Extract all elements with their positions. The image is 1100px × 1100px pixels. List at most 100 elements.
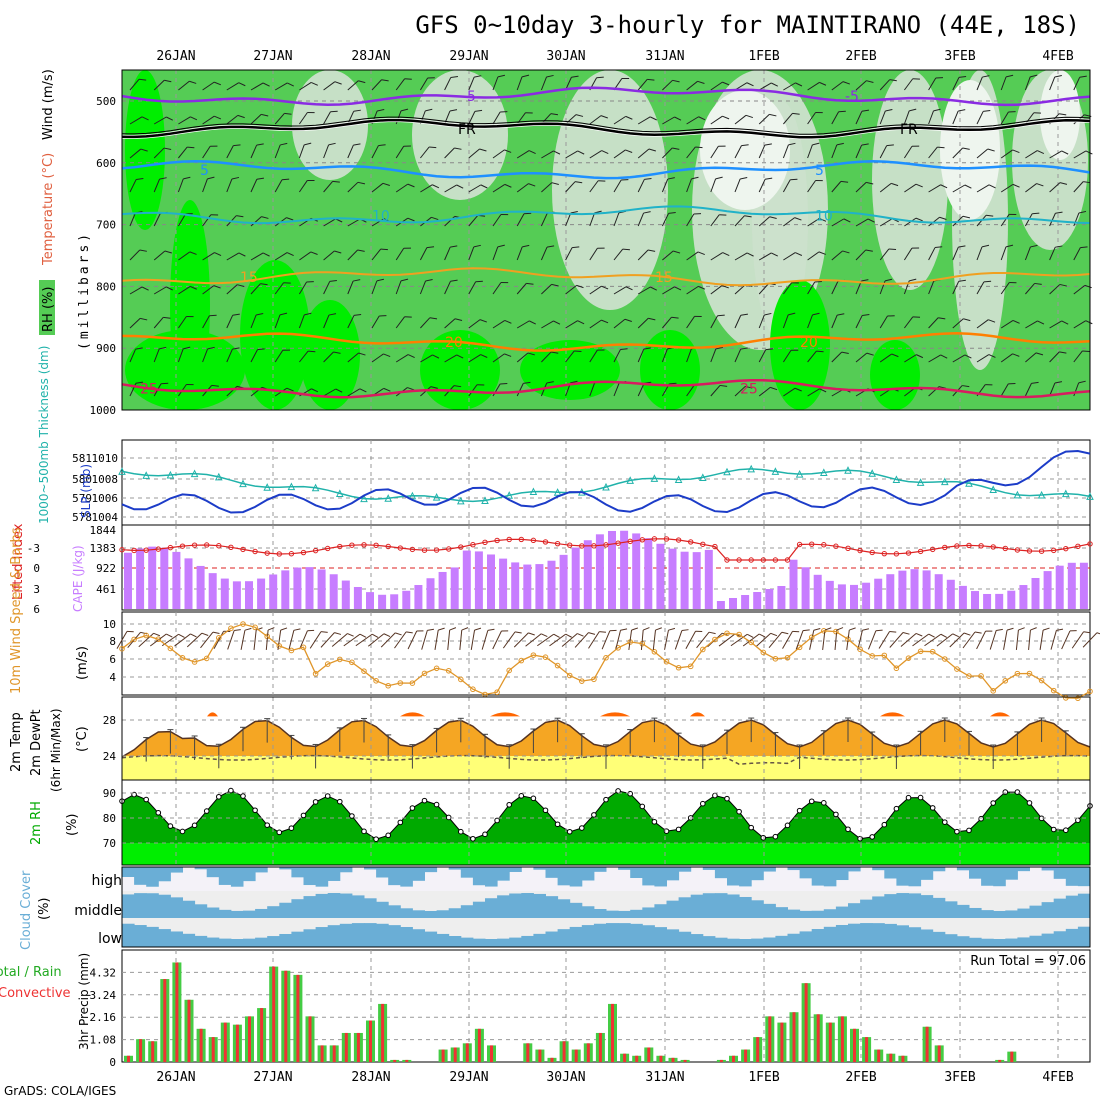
- contour-label: 25: [740, 381, 758, 397]
- wind10-barb: [1039, 627, 1050, 650]
- barb-flag: [764, 143, 772, 146]
- barb-flag: [717, 314, 725, 317]
- wind10-barb: [782, 630, 800, 649]
- wind-barb: [323, 110, 338, 125]
- wind-barb: [758, 216, 777, 227]
- barb-staff: [274, 179, 283, 193]
- barb-staff: [1061, 630, 1071, 650]
- barb-flag: [983, 280, 992, 283]
- wind-barb: [976, 109, 991, 125]
- barb-staff: [613, 349, 621, 363]
- barb-flag: [745, 385, 753, 389]
- barb-flag: [988, 319, 996, 323]
- wind-barb: [1073, 246, 1088, 261]
- barb-flag: [988, 354, 996, 358]
- barb-staff: [323, 388, 336, 397]
- barb-staff: [1039, 630, 1044, 650]
- wind-barb: [1049, 381, 1063, 397]
- rh-dry-region: [872, 70, 948, 290]
- barb-staff: [696, 631, 710, 649]
- cape-bar: [922, 570, 931, 609]
- wind-barb: [831, 313, 845, 329]
- barb-flag: [643, 627, 650, 631]
- barb-staff: [589, 212, 596, 227]
- barb-flag: [866, 181, 874, 185]
- cape-bar: [995, 593, 1004, 609]
- lifted-index-label: Lifted Index: [11, 523, 26, 600]
- cloud-middle-bar: [533, 893, 546, 918]
- wind-barb: [976, 184, 996, 193]
- wind10-barb: [674, 629, 689, 650]
- cloud-middle-bar: [230, 910, 244, 918]
- barb-flag: [962, 215, 971, 219]
- barb-flag: [1055, 245, 1063, 248]
- cloud-middle-bar: [472, 901, 486, 918]
- wind-marker: [893, 665, 900, 672]
- barb-flag: [650, 286, 658, 291]
- cape-bar: [172, 551, 181, 609]
- barb-staff: [153, 286, 167, 295]
- rh2m-marker: [216, 793, 222, 800]
- rh2m-marker: [881, 821, 888, 828]
- precip-conv-label: Convective: [0, 986, 71, 1001]
- barb-staff: [928, 146, 938, 159]
- cape-bar: [680, 551, 689, 609]
- wind-marker: [143, 632, 149, 639]
- barb-staff: [129, 78, 140, 91]
- barb-staff: [420, 146, 430, 159]
- wind-barb: [1025, 183, 1044, 193]
- cloud-middle-bar: [557, 899, 571, 918]
- rh2m-marker: [978, 815, 984, 822]
- barb-staff: [298, 314, 305, 329]
- cloud-middle-bar: [400, 908, 413, 918]
- wind-barb: [468, 244, 481, 261]
- barb-flag: [911, 247, 920, 249]
- barb-flag: [183, 346, 191, 350]
- wind10-barb: [343, 633, 367, 647]
- cloud-high-bar: [497, 867, 510, 881]
- contour-label: 20: [800, 335, 818, 351]
- wind-barb: [202, 115, 222, 125]
- barb-staff: [420, 317, 431, 329]
- wind10-barb: [470, 627, 482, 650]
- rh2m-marker: [796, 807, 803, 814]
- barb-flag: [140, 317, 148, 321]
- barb-staff: [868, 630, 877, 650]
- wind-barb: [565, 246, 580, 261]
- contour-label: 5: [200, 163, 209, 179]
- barb-staff: [1000, 246, 1007, 261]
- cloud-high-bar: [545, 867, 559, 878]
- cloud-high-bar: [969, 867, 982, 879]
- wind-barb: [662, 147, 680, 159]
- cape-bar: [765, 589, 774, 609]
- barb-staff: [380, 632, 396, 648]
- wind-barb: [202, 145, 218, 159]
- wind-barb: [323, 180, 340, 193]
- barb-flag: [672, 147, 680, 150]
- barb-staff: [831, 281, 839, 295]
- wind-barb: [928, 354, 948, 363]
- rh2m-marker: [627, 790, 634, 797]
- barb-flag: [256, 143, 264, 146]
- wind-barb: [686, 146, 703, 159]
- barb-staff: [371, 248, 382, 261]
- cloud-middle-bar: [993, 910, 1006, 918]
- barb-staff: [226, 315, 234, 329]
- barb-flag: [722, 115, 730, 120]
- barb-flag: [293, 628, 301, 631]
- barb-staff: [250, 114, 262, 125]
- cloud-high-bar: [981, 867, 994, 886]
- cloud-middle-bar: [424, 910, 438, 918]
- cloud-high-bar: [932, 867, 946, 872]
- barb-staff: [468, 354, 481, 363]
- barb-staff: [226, 252, 240, 261]
- wind-marker: [421, 670, 428, 677]
- precip-axis-labels: Total / Rain Convective 3hr Precip (mm): [0, 953, 91, 1050]
- wind-barb: [1024, 381, 1039, 397]
- cape-bar: [353, 586, 362, 609]
- wind-barb: [420, 146, 437, 159]
- barb-staff: [250, 314, 257, 329]
- barb-flag: [359, 633, 367, 638]
- barb-staff: [637, 148, 650, 159]
